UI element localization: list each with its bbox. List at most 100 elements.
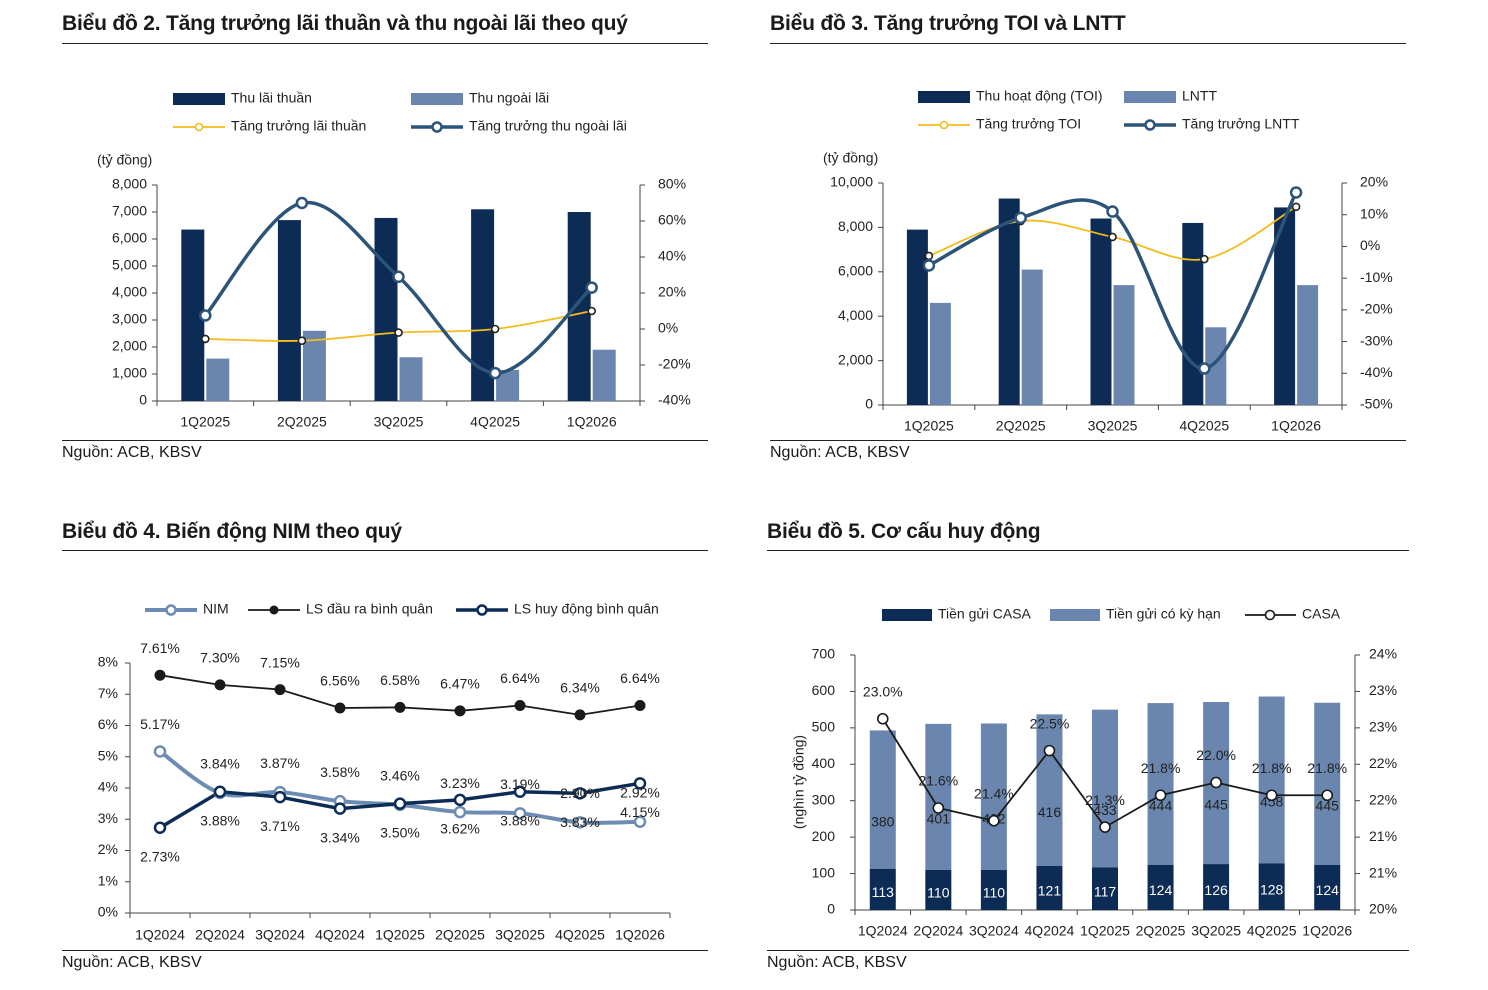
c2-line-marker: [587, 306, 597, 316]
c2-x-tick-label: 2Q2025: [277, 414, 327, 430]
c2-bar-secondary: [399, 357, 423, 401]
chart-3-title-rule: [770, 43, 1406, 44]
c2-bar-secondary: [302, 330, 326, 401]
c4-marker-deposit-rate: [453, 793, 467, 807]
c5-bar-casa: [1036, 865, 1063, 910]
c4-label-lending-rate: 7.15%: [260, 654, 300, 670]
c5-bar-casa: [925, 869, 952, 910]
c5-marker-casa-ratio: [1154, 789, 1167, 802]
c5-y-tick-label: 0: [827, 901, 835, 917]
c5-y-tick-label: 300: [812, 791, 836, 807]
c2-line-marker: [295, 196, 309, 210]
c4-x-tick-label: 3Q2025: [495, 927, 545, 943]
c2-y-tick-label: 1,000: [112, 365, 147, 381]
c5-label-term-deposit: 445: [1204, 797, 1228, 813]
c5-y-axis-title: (nghìn tỷ đồng): [791, 735, 807, 829]
c3-line-marker: [1291, 202, 1301, 212]
c3-legend-bar2-swatch: [1124, 91, 1176, 103]
c3-bar-primary: [1090, 218, 1112, 405]
c4-label-deposit-rate: 2.73%: [140, 848, 180, 864]
c3-unit-label: (tỷ đồng): [823, 150, 878, 166]
c2-unit-label: (tỷ đồng): [97, 152, 152, 168]
c4-marker-lending-rate: [574, 709, 586, 721]
c5-bar-casa: [1147, 864, 1174, 910]
chart-4-title-rule: [62, 550, 708, 551]
chart-4-source: Nguồn: ACB, KBSV: [62, 954, 202, 971]
c3-bar-secondary: [1021, 269, 1043, 405]
c5-bar-casa: [1203, 864, 1230, 910]
c4-label-deposit-rate: 3.88%: [200, 812, 240, 828]
c4-label-lending-rate: 6.58%: [380, 672, 420, 688]
c5-bar-casa: [1092, 867, 1118, 910]
c5-label-casa-ratio: 21.8%: [1307, 760, 1347, 776]
c4-label-lending-rate: 7.30%: [200, 650, 240, 666]
c3-x-tick-label: 4Q2025: [1179, 418, 1229, 434]
c5-x-tick-label: 3Q2024: [969, 923, 1019, 939]
c5-x-tick-label: 4Q2025: [1247, 923, 1297, 939]
c2-line-marker: [488, 366, 502, 380]
c5-x-tick-label: 1Q2026: [1302, 923, 1352, 939]
c2-y2-tick-label: 20%: [658, 284, 686, 300]
c5-x-tick-label: 1Q2025: [1080, 923, 1130, 939]
c5-label-term-deposit: 445: [1316, 797, 1340, 813]
c2-bar-secondary: [592, 349, 616, 401]
c5-label-casa: 124: [1316, 882, 1340, 898]
chart-4-title: Biểu đồ 4. Biến động NIM theo quý: [62, 520, 402, 543]
chart-2-source: Nguồn: ACB, KBSV: [62, 444, 202, 461]
c5-bar-term-deposit: [1147, 703, 1174, 865]
c5-label-casa-ratio: 21.6%: [918, 773, 958, 789]
chart-5-title-rule: [767, 550, 1409, 551]
c4-label-deposit-rate: 4.15%: [620, 804, 660, 820]
c4-legend-nim-marker: [165, 604, 177, 616]
c4-label-lending-rate: 7.61%: [140, 640, 180, 656]
c3-y-tick-label: 4,000: [838, 307, 873, 323]
c4-label-lending-rate: 6.64%: [500, 670, 540, 686]
c2-legend-line2-label: Tăng trưởng thu ngoài lãi: [469, 118, 627, 134]
c5-y2-tick-label: 23%: [1369, 682, 1397, 698]
c5-y-tick-label: 400: [812, 755, 836, 771]
c3-y-tick-label: 2,000: [838, 351, 873, 367]
c5-bar-term-deposit: [1258, 696, 1285, 864]
c3-line-marker: [1198, 362, 1211, 375]
c4-marker-lending-rate: [454, 705, 466, 717]
c2-x-tick-label: 1Q2026: [567, 414, 617, 430]
c4-label-nim: 3.84%: [200, 756, 240, 772]
c4-marker-lending-rate: [334, 702, 346, 714]
c4-label-lending-rate: 6.56%: [320, 673, 360, 689]
c2-y-tick-label: 5,000: [112, 257, 147, 273]
c2-y2-tick-label: 80%: [658, 176, 686, 192]
c3-line-marker: [1014, 211, 1027, 225]
c4-label-lending-rate: 6.64%: [620, 670, 660, 686]
c5-marker-casa-ratio: [1210, 776, 1222, 789]
c2-y-tick-label: 8,000: [112, 176, 147, 192]
c4-marker-deposit-rate: [333, 802, 347, 815]
c5-label-term-deposit: 401: [927, 811, 951, 827]
c4-y-tick-label: 5%: [98, 747, 118, 763]
c5-y-tick-label: 600: [812, 682, 836, 698]
c2-bar-primary: [471, 209, 495, 401]
c4-label-nim: 3.46%: [380, 768, 420, 784]
c5-y2-tick-label: 22%: [1369, 791, 1397, 807]
c3-y2-tick-label: -50%: [1360, 396, 1393, 412]
c4-marker-deposit-rate: [153, 821, 167, 834]
c4-label-nim: 5.17%: [140, 716, 180, 732]
c3-line-marker: [1108, 232, 1117, 242]
c5-marker-casa-ratio: [876, 712, 889, 725]
c3-line-marker: [1106, 205, 1119, 218]
c3-y-tick-label: 0: [865, 396, 873, 412]
c3-line-marker: [1200, 254, 1209, 264]
chart-2-title: Biểu đồ 2. Tăng trưởng lãi thuần và thu …: [62, 12, 628, 35]
c5-y2-tick-label: 21%: [1369, 864, 1397, 880]
c4-x-tick-label: 2Q2024: [195, 927, 245, 943]
c2-bar-secondary: [206, 358, 230, 401]
c2-x-tick-label: 1Q2025: [180, 414, 230, 430]
c4-y-tick-label: 1%: [98, 872, 118, 888]
c5-label-casa-ratio: 23.0%: [863, 683, 903, 699]
c4-y-tick-label: 0%: [98, 904, 118, 920]
c4-marker-nim: [153, 745, 167, 758]
c3-legend-bar1-swatch: [918, 91, 970, 103]
c5-legend-casa-label: Tiền gửi CASA: [938, 606, 1032, 622]
c2-line-marker: [585, 281, 598, 294]
c2-line-marker: [199, 309, 212, 322]
